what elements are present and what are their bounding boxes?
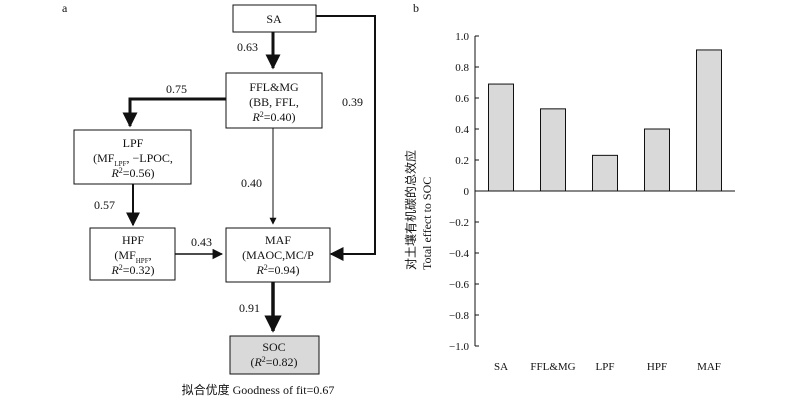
category-label: MAF	[697, 361, 721, 373]
node-maf-line-1: MAF	[265, 233, 291, 247]
edge-ffl-lpf	[122, 97, 226, 128]
edge-label-maf-soc: 0.91	[239, 301, 260, 315]
node-hpf: HPF (MFHPF, R2=0.32)	[89, 227, 176, 281]
bar-fflmg	[540, 108, 566, 192]
edges	[122, 15, 376, 333]
edge-label-sa-maf: 0.39	[342, 95, 363, 109]
edge-label-ffl-maf: 0.40	[241, 176, 262, 190]
y-tick-label: 0.6	[455, 93, 469, 105]
y-tick-label: 0.4	[455, 124, 469, 136]
category-label: FFL&MG	[530, 361, 575, 373]
y-tick-label: −0.4	[449, 248, 469, 260]
node-ffl-line-3: R2=0.40)	[251, 110, 295, 125]
edge-label-lpf-hpf: 0.57	[94, 198, 115, 212]
node-maf-line-2: (MAOC,MC/P	[242, 248, 314, 262]
bar-chart: b 对土壤有机碳的总效应 Total effect to SOC 1.0 0.8 0…	[403, 1, 735, 373]
bar-sa	[488, 83, 514, 192]
y-tick-label: −0.6	[449, 279, 469, 291]
node-soc: SOC (R2=0.82)	[229, 335, 320, 375]
y-tick-label: −1.0	[449, 341, 469, 353]
node-ffl-line-2: (BB, FFL,	[249, 95, 299, 109]
y-tick-label: 1.0	[455, 31, 469, 43]
node-soc-line-2: (R2=0.82)	[250, 355, 297, 370]
y-tick-label: −0.8	[449, 310, 469, 322]
node-lpf-line-1: LPF	[123, 136, 144, 150]
goodness-of-fit: 拟合优度 Goodness of fit=0.67	[182, 382, 335, 397]
y-ticks: 1.0 0.8 0.6 0.4 0.2 0 −0.2 −0.4 −0.6 −0.8 −1.0	[449, 31, 479, 353]
category-label: HPF	[647, 361, 667, 373]
edge-label-ffl-lpf: 0.75	[166, 82, 187, 96]
bar-lpf	[592, 154, 618, 192]
node-lpf-line-2: (MFLPF, −LPOC,	[93, 151, 173, 168]
y-tick-label: 0.2	[455, 155, 469, 167]
node-soc-box	[229, 335, 320, 375]
bar-hpf	[644, 128, 670, 192]
node-maf: MAF (MAOC,MC/P R2=0.94)	[225, 227, 331, 283]
category-labels: SA FFL&MG LPF HPF MAF	[494, 361, 721, 373]
panel-b-label: b	[413, 1, 419, 15]
node-lpf-line-3: R2=0.56)	[110, 166, 154, 181]
node-sa-line-1: SA	[266, 12, 282, 26]
y-tick-label: −0.2	[449, 217, 469, 229]
node-ffl-mg: FFL&MG (BB, FFL, R2=0.40)	[225, 72, 323, 129]
bars	[488, 49, 722, 192]
edge-label-hpf-maf: 0.43	[191, 235, 212, 249]
y-axis-label-en: Total effect to SOC	[420, 177, 434, 270]
node-hpf-line-1: HPF	[122, 233, 144, 247]
panel-a-label: a	[62, 1, 68, 15]
node-sa: SA	[232, 4, 317, 33]
bar-maf	[696, 49, 722, 192]
node-hpf-line-3: R2=0.32)	[110, 263, 154, 278]
node-soc-line-1: SOC	[262, 340, 285, 354]
node-lpf: LPF (MFLPF, −LPOC, R2=0.56)	[73, 129, 192, 185]
node-hpf-line-2: (MFHPF,	[114, 248, 151, 265]
path-diagram: a 0.63 0.75 0.39 0.40 0.57 0.43 0.91	[62, 1, 376, 397]
y-tick-label: 0.8	[455, 62, 469, 74]
category-label: LPF	[596, 361, 615, 373]
category-label: SA	[494, 361, 508, 373]
node-ffl-line-1: FFL&MG	[249, 80, 299, 94]
node-maf-line-3: R2=0.94)	[255, 263, 299, 278]
edge-sa-maf	[316, 15, 376, 261]
y-axis-label-cn: 对土壤有机碳的总效应	[403, 150, 418, 270]
edge-label-sa-ffl: 0.63	[237, 40, 258, 54]
y-tick-label: 0	[464, 186, 470, 198]
